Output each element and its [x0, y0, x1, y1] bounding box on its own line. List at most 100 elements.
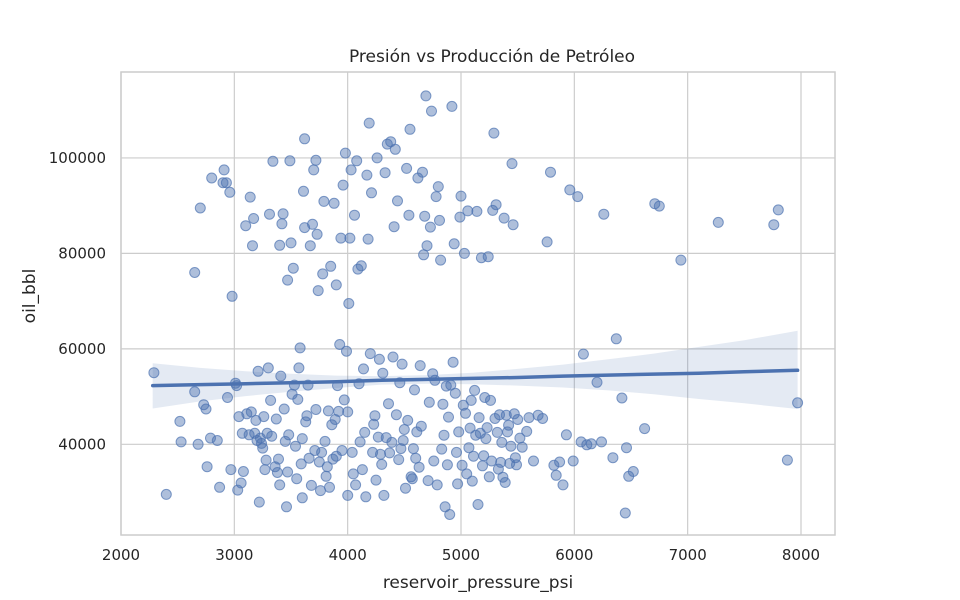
- data-point: [335, 232, 347, 244]
- data-point: [270, 413, 282, 425]
- data-point: [375, 448, 386, 460]
- data-point: [454, 211, 466, 223]
- data-point: [377, 367, 389, 379]
- data-point: [307, 218, 318, 230]
- data-point: [550, 469, 562, 481]
- data-point: [312, 285, 324, 297]
- data-point: [585, 438, 597, 450]
- data-point: [296, 433, 308, 445]
- data-point: [500, 409, 512, 421]
- data-point: [496, 436, 508, 448]
- data-point: [557, 479, 569, 491]
- data-point: [339, 147, 351, 159]
- data-point: [564, 184, 576, 196]
- data-point: [419, 210, 431, 222]
- data-point: [174, 415, 186, 427]
- data-point: [464, 422, 476, 434]
- data-point: [278, 403, 290, 415]
- data-point: [266, 430, 278, 442]
- data-point: [372, 431, 384, 443]
- x-tick-label: 3000: [215, 546, 253, 564]
- y-tick-label: 60000: [58, 340, 106, 358]
- data-point: [194, 202, 206, 214]
- data-point: [386, 436, 398, 448]
- data-point: [482, 251, 494, 263]
- data-point: [472, 499, 484, 510]
- data-point: [554, 456, 566, 468]
- data-point: [572, 191, 584, 203]
- scatter-points: [148, 90, 804, 520]
- data-point: [334, 339, 346, 350]
- data-point: [333, 405, 345, 417]
- x-tick-label: 7000: [669, 546, 707, 564]
- data-point: [264, 208, 275, 220]
- data-point: [473, 412, 485, 424]
- data-point: [400, 482, 411, 494]
- data-point: [607, 452, 619, 464]
- data-point: [308, 164, 320, 176]
- data-point: [320, 470, 332, 482]
- data-point: [295, 458, 307, 470]
- data-point: [376, 458, 388, 470]
- data-point: [468, 450, 479, 462]
- data-point: [463, 442, 475, 454]
- data-point: [217, 177, 229, 189]
- data-point: [349, 209, 360, 221]
- data-point: [253, 496, 265, 508]
- data-point: [404, 123, 416, 135]
- data-point: [361, 169, 373, 181]
- data-point: [356, 464, 368, 476]
- data-point: [466, 475, 478, 487]
- data-point: [465, 394, 477, 406]
- data-point: [483, 471, 495, 483]
- data-point: [444, 509, 456, 520]
- data-point: [438, 429, 450, 441]
- data-point: [274, 479, 286, 491]
- data-point: [451, 446, 462, 458]
- data-point: [431, 479, 443, 491]
- data-point: [271, 467, 283, 478]
- data-point: [541, 236, 553, 248]
- data-point: [220, 177, 232, 189]
- data-point: [211, 435, 223, 446]
- data-point: [560, 429, 572, 441]
- data-point: [364, 348, 376, 360]
- data-point: [389, 143, 401, 155]
- data-point: [189, 386, 201, 398]
- data-point: [301, 410, 313, 422]
- data-point: [627, 466, 639, 477]
- data-point: [226, 290, 238, 302]
- data-point: [413, 461, 425, 473]
- data-point: [402, 414, 414, 426]
- data-point: [321, 461, 333, 473]
- data-point: [275, 370, 287, 382]
- data-point: [478, 450, 490, 462]
- data-point: [265, 394, 277, 406]
- data-point: [258, 411, 270, 423]
- data-point: [235, 477, 247, 489]
- data-point: [423, 396, 435, 408]
- plot-frame: [120, 71, 836, 536]
- data-point: [499, 477, 511, 488]
- data-point: [392, 195, 403, 207]
- data-point: [471, 205, 483, 217]
- data-point: [653, 200, 665, 212]
- data-point: [358, 363, 369, 375]
- data-point: [237, 466, 249, 477]
- data-point: [401, 162, 413, 174]
- data-point: [252, 365, 264, 377]
- data-point: [338, 394, 350, 406]
- data-point: [298, 185, 309, 197]
- data-point: [428, 455, 440, 467]
- data-point: [508, 408, 520, 420]
- data-point: [410, 452, 422, 464]
- data-point: [548, 459, 560, 471]
- data-point: [359, 426, 371, 438]
- data-point: [462, 205, 474, 217]
- data-point: [712, 216, 724, 228]
- data-point: [293, 362, 305, 374]
- data-point: [294, 342, 306, 354]
- data-point: [299, 133, 311, 145]
- data-point: [388, 221, 400, 233]
